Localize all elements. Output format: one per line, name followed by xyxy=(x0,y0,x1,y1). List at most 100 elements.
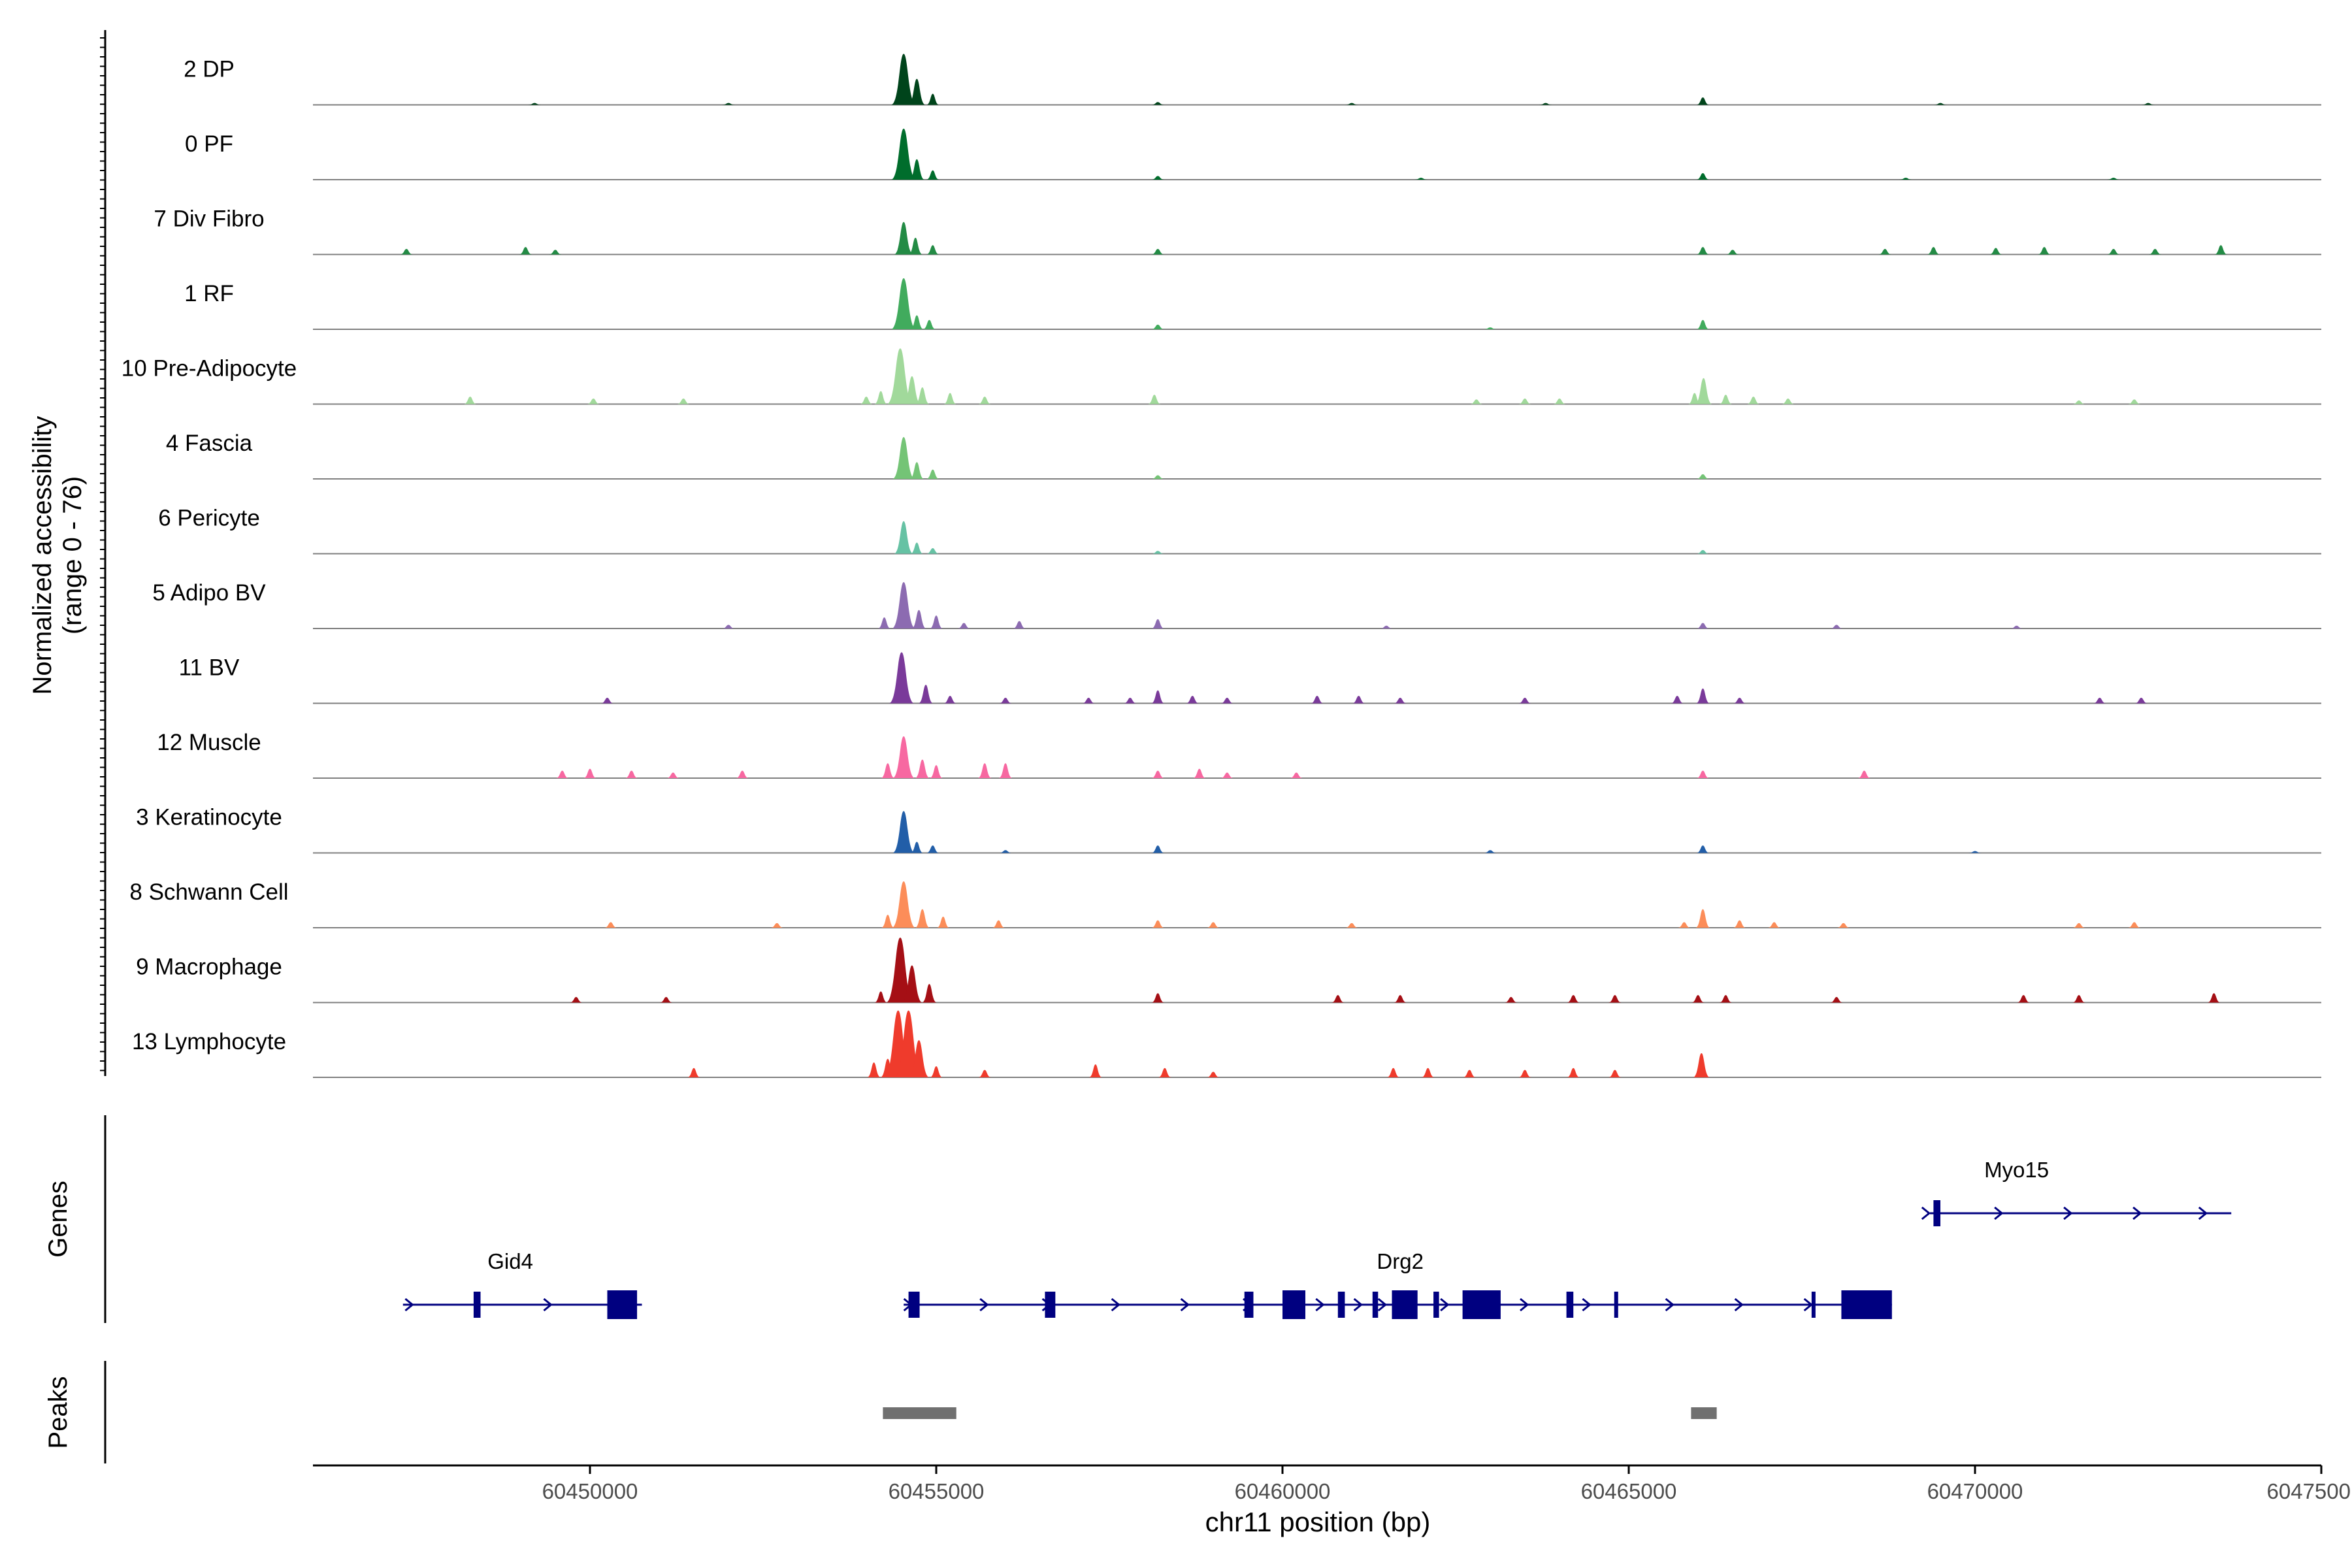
coverage-peak xyxy=(1463,1070,1477,1077)
coverage-peak xyxy=(1696,247,1710,255)
coverage-peak xyxy=(885,938,915,1003)
gene-exon xyxy=(1566,1292,1574,1318)
track-7-div-fibro: 7 Div Fibro xyxy=(154,206,2321,255)
coverage-peak xyxy=(1290,772,1303,778)
track-label: 11 BV xyxy=(179,655,240,681)
gene-exon xyxy=(1811,1292,1816,1318)
coverage-peak xyxy=(891,581,916,629)
x-axis-label: chr11 position (bp) xyxy=(1205,1507,1431,1537)
coverage-peak xyxy=(1151,551,1165,554)
coverage-peak xyxy=(722,103,735,105)
coverage-peak xyxy=(891,881,916,928)
coverage-peak xyxy=(1518,1070,1531,1077)
coverage-peak xyxy=(1123,697,1137,704)
coverage-peak xyxy=(915,909,930,928)
coverage-peak xyxy=(874,991,888,1003)
peaks-panel-label: Peaks xyxy=(44,1376,73,1448)
coverage-peak xyxy=(2107,248,2120,255)
track-label: 12 Muscle xyxy=(157,730,261,755)
strand-arrow xyxy=(1377,1298,1388,1312)
track-11-bv: 11 BV xyxy=(179,652,2321,704)
coverage-peak xyxy=(2038,247,2051,255)
gene-exon xyxy=(1282,1290,1305,1319)
coverage-peak xyxy=(1394,697,1407,704)
strand-arrow xyxy=(1803,1298,1813,1312)
x-axis-tick-label: 60450000 xyxy=(542,1479,638,1503)
coverage-peak xyxy=(918,685,934,704)
coverage-tracks: 2 DP 0 PF 7 Div Fibro 1 RF 10 Pre-Adipocyte 4… xyxy=(122,54,2321,1078)
strand-arrow xyxy=(1520,1298,1529,1312)
coverage-peak xyxy=(1147,395,1161,404)
track-3-keratinocyte: 3 Keratinocyte xyxy=(136,805,2321,854)
coverage-peak xyxy=(2010,625,2023,629)
coverage-peak xyxy=(549,250,562,255)
coverage-peak xyxy=(930,1066,943,1077)
coverage-peak xyxy=(1421,1068,1435,1077)
x-axis-tick-label: 60465000 xyxy=(1581,1479,1677,1503)
coverage-peak xyxy=(890,128,917,180)
coverage-y-axis-ticks xyxy=(100,37,105,1071)
coverage-peak xyxy=(1151,324,1165,329)
coverage-peak xyxy=(998,763,1013,778)
coverage-peak xyxy=(1151,248,1165,255)
track-label: 10 Pre-Adipocyte xyxy=(122,356,297,382)
coverage-peak xyxy=(1331,995,1345,1003)
track-label: 8 Schwann Cell xyxy=(129,879,288,905)
coverage-peak xyxy=(890,278,917,329)
coverage-peak xyxy=(909,462,924,479)
strand-arrow xyxy=(1994,1206,2004,1220)
coverage-peak xyxy=(889,652,915,704)
coverage-peak xyxy=(1151,920,1165,928)
coverage-peak xyxy=(400,248,414,255)
coverage-peak xyxy=(1553,398,1566,404)
coverage-peak xyxy=(1696,97,1710,105)
gene-exon xyxy=(1433,1292,1439,1318)
coverage-peak xyxy=(901,965,923,1003)
coverage-y-axis-label: Normalized accessibility xyxy=(28,416,57,695)
coverage-peak xyxy=(1696,770,1710,778)
coverage-peak xyxy=(1567,1068,1580,1077)
coverage-peak xyxy=(555,770,569,778)
strand-arrow xyxy=(1582,1298,1592,1312)
coverage-peak xyxy=(910,841,924,853)
gene-label: Myo15 xyxy=(1984,1158,2049,1182)
gene-models: Gid4 Drg2 Myo15 xyxy=(402,1158,2232,1319)
peak-region xyxy=(883,1407,956,1419)
coverage-peak xyxy=(1186,696,1200,704)
coverage-peak xyxy=(1151,102,1165,105)
coverage-peak xyxy=(1082,697,1096,704)
strand-arrow xyxy=(1353,1298,1363,1312)
coverage-peak xyxy=(909,315,924,329)
coverage-peak xyxy=(1733,920,1746,928)
coverage-peak xyxy=(1899,178,1912,180)
peak-regions xyxy=(883,1407,1717,1419)
coverage-peak xyxy=(677,398,691,404)
coverage-peak xyxy=(908,237,923,255)
track-2-dp: 2 DP xyxy=(184,54,2321,106)
coverage-peak xyxy=(2148,248,2162,255)
coverage-peak xyxy=(923,319,936,329)
coverage-peak xyxy=(1691,995,1705,1003)
coverage-peak xyxy=(722,625,735,629)
x-axis-tick-label: 6047500 xyxy=(2267,1479,2351,1503)
coverage-peak xyxy=(915,759,930,778)
coverage-peak xyxy=(736,770,749,778)
coverage-peak xyxy=(957,623,971,629)
coverage-peak xyxy=(1608,995,1622,1003)
coverage-peak xyxy=(1151,770,1165,778)
coverage-peak xyxy=(2093,697,2106,704)
coverage-peak xyxy=(1207,922,1220,928)
coverage-peak xyxy=(1695,378,1712,404)
coverage-peak xyxy=(1220,772,1234,778)
x-axis-tick-label: 60455000 xyxy=(889,1479,985,1503)
coverage-peak xyxy=(911,610,927,629)
track-label: 6 Pericyte xyxy=(158,506,260,531)
coverage-peak xyxy=(2127,922,2141,928)
coverage-peak xyxy=(926,93,939,105)
coverage-peak xyxy=(1719,995,1733,1003)
gene-exon xyxy=(1462,1290,1501,1319)
coverage-peak xyxy=(1386,1068,1400,1077)
coverage-peak xyxy=(943,696,957,704)
coverage-peak xyxy=(1345,923,1358,928)
